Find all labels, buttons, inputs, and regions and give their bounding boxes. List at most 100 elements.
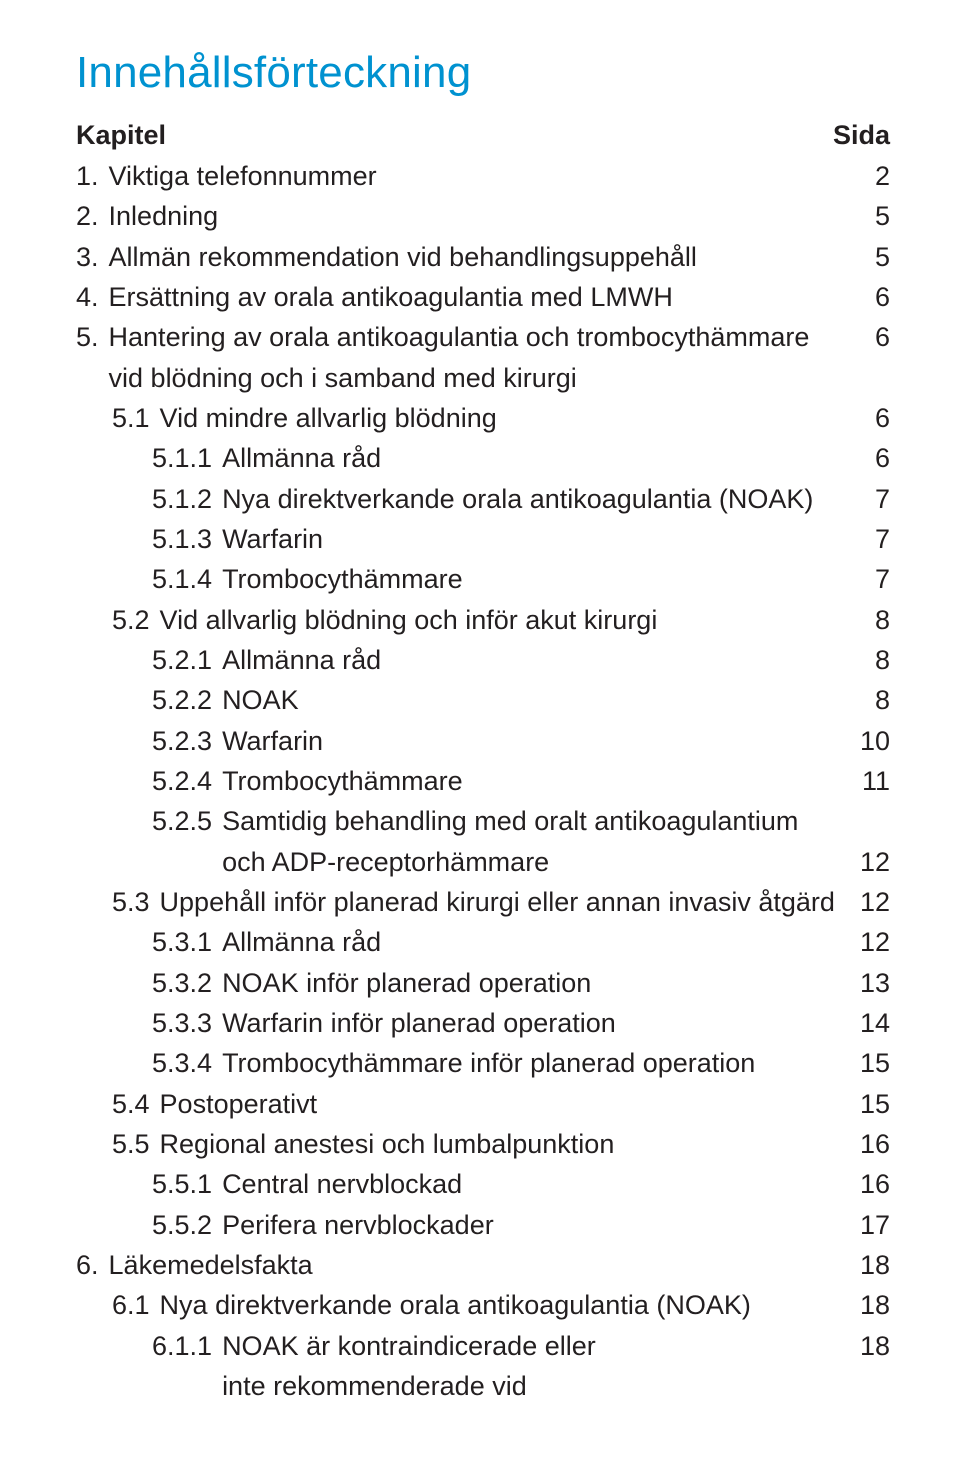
toc-entry-number: 5.3 <box>76 883 160 921</box>
toc-entry-number: 1. <box>76 157 109 195</box>
toc-entry-label: Perifera nervblockader <box>222 1206 840 1244</box>
toc-entry-page: 18 <box>840 1327 890 1365</box>
toc-header: Kapitel Sida <box>76 120 890 151</box>
toc-entry-page: 7 <box>855 520 890 558</box>
toc-row: 5.4Postoperativt15 <box>76 1085 890 1123</box>
toc-entry-label: Allmänna råd <box>222 439 855 477</box>
toc-entry-number: 5.2.1 <box>76 641 222 679</box>
toc-entry-page: 6 <box>855 278 890 316</box>
toc-row: 4.Ersättning av orala antikoagulantia me… <box>76 278 890 316</box>
toc-entry-number: 3. <box>76 238 109 276</box>
toc-row: 5.2.5och ADP-receptorhämmare12 <box>76 843 890 881</box>
toc-row: 5.2.5Samtidig behandling med oralt antik… <box>76 802 890 840</box>
toc-row: 5.3Uppehåll inför planerad kirurgi eller… <box>76 883 890 921</box>
toc-entry-page: 7 <box>855 480 890 518</box>
toc-row: 6.Läkemedelsfakta18 <box>76 1246 890 1284</box>
toc-entry-label: Trombocythämmare inför planerad operatio… <box>222 1044 840 1082</box>
toc-entry-label: NOAK är kontraindicerade eller <box>222 1327 840 1365</box>
toc-entry-label: Vid allvarlig blödning och inför akut ki… <box>160 601 855 639</box>
toc-entry-number: 5.2.4 <box>76 762 222 800</box>
toc-entry-page: 2 <box>855 157 890 195</box>
toc-row: 5.1.3Warfarin7 <box>76 520 890 558</box>
toc-entry-number: 5.3.3 <box>76 1004 222 1042</box>
toc-entry-page: 8 <box>855 641 890 679</box>
toc-entry-number: 6.1 <box>76 1286 160 1324</box>
toc-entry-label: och ADP-receptorhämmare <box>222 843 840 881</box>
toc-entry-number: 5.5.2 <box>76 1206 222 1244</box>
toc-entry-page: 12 <box>840 923 890 961</box>
toc-row: 5.vid blödning och i samband med kirurgi <box>76 359 890 397</box>
toc-entry-label: Hantering av orala antikoagulantia och t… <box>109 318 855 356</box>
toc-entry-number: 5.3.2 <box>76 964 222 1002</box>
toc-entry-label: Regional anestesi och lumbalpunktion <box>160 1125 840 1163</box>
toc-row: 5.1.4Trombocythämmare7 <box>76 560 890 598</box>
toc-list: 1.Viktiga telefonnummer22.Inledning53.Al… <box>76 157 890 1405</box>
toc-row: 5.5.1Central nervblockad16 <box>76 1165 890 1203</box>
toc-entry-number: 6. <box>76 1246 109 1284</box>
toc-entry-number: 5.1 <box>76 399 160 437</box>
toc-entry-label: NOAK <box>222 681 855 719</box>
toc-row: 6.1Nya direktverkande orala antikoagulan… <box>76 1286 890 1324</box>
toc-entry-number: 5.3.4 <box>76 1044 222 1082</box>
toc-row: 5.3.4Trombocythämmare inför planerad ope… <box>76 1044 890 1082</box>
toc-row: 5.1.2Nya direktverkande orala antikoagul… <box>76 480 890 518</box>
toc-entry-page: 14 <box>840 1004 890 1042</box>
toc-row: 5.5.2Perifera nervblockader17 <box>76 1206 890 1244</box>
toc-row: 5.2.4Trombocythämmare11 <box>76 762 890 800</box>
toc-entry-label: Inledning <box>109 197 855 235</box>
toc-header-left: Kapitel <box>76 120 833 151</box>
toc-entry-label: Warfarin <box>222 520 855 558</box>
toc-entry-page <box>870 802 890 840</box>
toc-entry-page: 6 <box>855 318 890 356</box>
toc-entry-label: Ersättning av orala antikoagulantia med … <box>109 278 855 316</box>
toc-entry-number: 5.3.1 <box>76 923 222 961</box>
toc-header-right: Sida <box>833 120 890 151</box>
toc-entry-page: 11 <box>842 762 890 800</box>
toc-entry-number: 5.1.2 <box>76 480 222 518</box>
toc-entry-label: Postoperativt <box>160 1085 840 1123</box>
toc-entry-label: Nya direktverkande orala antikoagulantia… <box>222 480 855 518</box>
toc-entry-page: 6 <box>855 399 890 437</box>
toc-entry-label: Warfarin <box>222 722 840 760</box>
toc-row: 1.Viktiga telefonnummer2 <box>76 157 890 195</box>
toc-entry-label: Samtidig behandling med oralt antikoagul… <box>222 802 870 840</box>
toc-entry-label: vid blödning och i samband med kirurgi <box>109 359 870 397</box>
toc-entry-number: 4. <box>76 278 109 316</box>
toc-entry-number: 5.5 <box>76 1125 160 1163</box>
toc-entry-number: 5.5.1 <box>76 1165 222 1203</box>
toc-row: 5.5Regional anestesi och lumbalpunktion1… <box>76 1125 890 1163</box>
toc-entry-number: 5.1.3 <box>76 520 222 558</box>
toc-entry-page: 15 <box>840 1085 890 1123</box>
toc-entry-page: 18 <box>840 1246 890 1284</box>
toc-entry-number: 5.2.5 <box>76 802 222 840</box>
toc-entry-page: 12 <box>840 883 890 921</box>
toc-entry-page: 17 <box>840 1206 890 1244</box>
toc-entry-label: Trombocythämmare <box>222 560 855 598</box>
toc-row: 5.2.2NOAK8 <box>76 681 890 719</box>
toc-entry-page: 6 <box>855 439 890 477</box>
toc-row: 5.3.3Warfarin inför planerad operation14 <box>76 1004 890 1042</box>
toc-entry-label: Vid mindre allvarlig blödning <box>160 399 855 437</box>
toc-row: 5.1Vid mindre allvarlig blödning6 <box>76 399 890 437</box>
toc-entry-label: Central nervblockad <box>222 1165 840 1203</box>
toc-entry-label: Allmän rekommendation vid behandlingsupp… <box>109 238 855 276</box>
toc-entry-page: 13 <box>840 964 890 1002</box>
toc-entry-number: 5.4 <box>76 1085 160 1123</box>
toc-row: 5.3.1Allmänna råd12 <box>76 923 890 961</box>
toc-entry-label: Allmänna råd <box>222 641 855 679</box>
toc-entry-label: NOAK inför planerad operation <box>222 964 840 1002</box>
toc-entry-label: Nya direktverkande orala antikoagulantia… <box>160 1286 840 1324</box>
toc-entry-label: Viktiga telefonnummer <box>109 157 855 195</box>
page-title: Innehållsförteckning <box>76 48 890 98</box>
page-root: Innehållsförteckning Kapitel Sida 1.Vikt… <box>0 0 960 1447</box>
toc-row: 5.3.2NOAK inför planerad operation13 <box>76 964 890 1002</box>
toc-entry-number: 5.1.1 <box>76 439 222 477</box>
toc-entry-number: 5. <box>76 318 109 356</box>
toc-entry-page: 5 <box>855 197 890 235</box>
toc-entry-page: 16 <box>840 1125 890 1163</box>
toc-row: 6.1.1inte rekommenderade vid <box>76 1367 890 1405</box>
toc-entry-page: 10 <box>840 722 890 760</box>
toc-row: 2.Inledning5 <box>76 197 890 235</box>
toc-entry-label: Uppehåll inför planerad kirurgi eller an… <box>160 883 840 921</box>
toc-entry-page: 8 <box>855 681 890 719</box>
